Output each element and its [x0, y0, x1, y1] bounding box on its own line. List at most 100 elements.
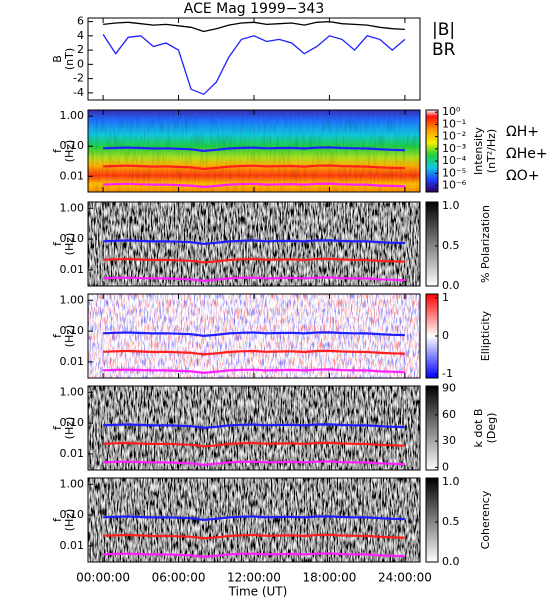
y-tick-label: 0.01 [60, 169, 85, 182]
axis-label: (Hz) [63, 417, 76, 440]
y-tick-label: -2 [73, 72, 84, 85]
y-tick-label: 1.00 [60, 201, 85, 214]
y-tick-label: 0.10 [60, 416, 85, 429]
gyrofrequency-line [103, 423, 405, 430]
spectrogram [88, 386, 420, 470]
colorbar-tick-label: 1 [442, 291, 449, 304]
y-tick-label: 0.10 [60, 139, 85, 152]
data-line [102, 34, 406, 96]
axis-label: (Deg) [485, 413, 498, 444]
x-tick-label: 00:00:00 [76, 571, 130, 585]
colorbar-tick-label: 10⁻⁴ [442, 154, 467, 167]
y-tick-label: 4 [77, 29, 84, 42]
axis-label: Ellipticity [479, 310, 492, 361]
legend-label: ΩH+ [506, 124, 539, 140]
spectrogram-texture [88, 110, 420, 192]
y-tick-label: 0 [77, 57, 84, 70]
colorbar-tick-label: 10⁻⁶ [442, 179, 467, 192]
colorbar [425, 385, 439, 471]
colorbar-tick-label: -1 [442, 367, 453, 380]
spectrogram-image [88, 386, 420, 470]
x-tick-label: 18:00:00 [303, 571, 357, 585]
y-tick-label: 6 [77, 15, 84, 28]
x-tick-label: 24:00:00 [378, 571, 432, 585]
colorbar [425, 201, 439, 287]
data-line [103, 20, 405, 33]
x-tick-label: 06:00:00 [152, 571, 206, 585]
gyrofrequency-line [103, 146, 405, 153]
colorbar-tick-label: 90 [442, 382, 456, 395]
legend-label: |B| [432, 20, 455, 40]
colorbar-tick-label: 0.5 [442, 239, 460, 252]
colorbar-tick-label: 0.0 [442, 279, 460, 292]
colorbar-tick-label: 10⁻⁵ [442, 166, 466, 179]
legend-label: ΩHe+ [506, 146, 548, 162]
y-tick-label: 1.00 [60, 109, 85, 122]
axis-label: k dot B [472, 409, 485, 448]
gyrofrequency-line [103, 164, 405, 171]
gyrofrequency-line [103, 276, 405, 283]
axis-label: % Polarization [479, 205, 492, 283]
axis-label: f [51, 148, 64, 153]
axis-label: (nT²/Hz) [485, 129, 498, 173]
spectrogram [88, 478, 420, 562]
y-tick-label: 0.01 [60, 355, 85, 368]
y-tick-label: 2 [77, 43, 84, 56]
axis-label: (Hz) [63, 509, 76, 532]
colorbar [425, 477, 439, 563]
axis-label: (Hz) [63, 140, 76, 163]
y-tick-label: 0.10 [60, 324, 85, 337]
x-tick-label: 12:00:00 [227, 571, 281, 585]
gyrofrequency-line [103, 349, 405, 356]
colorbar-tick-label: 10⁻¹ [442, 117, 466, 130]
axis-label: f [51, 333, 64, 338]
y-tick-label: 1.00 [60, 477, 85, 490]
spectrogram-image [88, 202, 420, 286]
colorbar-tick-label: 0 [442, 329, 449, 342]
spectrogram [88, 294, 420, 378]
axis-label: f [51, 425, 64, 430]
y-tick-label: 0.01 [60, 447, 85, 460]
colorbar-tick-label: 60 [442, 408, 456, 421]
gyrofrequency-line [103, 331, 405, 338]
colorbar-tick-label: 10⁻² [442, 130, 466, 143]
gyrofrequency-line [103, 368, 405, 375]
axis-label: f [51, 517, 64, 522]
y-tick-label: 0.01 [60, 539, 85, 552]
colorbar-tick-label: 10⁰ [442, 105, 461, 118]
colorbar-tick-label: 10⁻³ [442, 142, 466, 155]
y-tick-label: 1.00 [60, 293, 85, 306]
y-tick-label: 0.10 [60, 508, 85, 521]
gyrofrequency-line [103, 460, 405, 467]
colorbar [425, 109, 439, 193]
colorbar-tick-label: 30 [442, 434, 456, 447]
gyrofrequency-line [103, 533, 405, 540]
spectrogram-texture [88, 294, 420, 378]
colorbar-tick-label: 1.0 [442, 475, 460, 488]
gyrofrequency-line [103, 257, 405, 264]
axis-label: (Hz) [63, 233, 76, 256]
x-axis-label: Time (UT) [228, 585, 288, 599]
y-tick-label: 1.00 [60, 385, 85, 398]
legend-label: BR [432, 40, 456, 60]
legend-label: ΩO+ [506, 168, 539, 184]
gyrofrequency-line [103, 239, 405, 246]
gyrofrequency-line [103, 182, 405, 189]
colorbar-tick-label: 0.5 [442, 515, 460, 528]
axis-label: (nT) [63, 48, 76, 70]
colorbar-tick-label: 0 [442, 460, 449, 473]
plot-frame [87, 17, 421, 101]
y-tick-label: 0.10 [60, 232, 85, 245]
y-tick-label: -4 [73, 86, 84, 99]
axis-label: f [51, 241, 64, 246]
gyrofrequency-line [103, 441, 405, 448]
spectrogram-image [88, 478, 420, 562]
axis-label: Coherency [479, 490, 492, 549]
y-tick-label: 0.01 [60, 263, 85, 276]
axis-label: (Hz) [63, 325, 76, 348]
colorbar-tick-label: 1.0 [442, 199, 460, 212]
axis-label: Intensity [472, 127, 485, 175]
